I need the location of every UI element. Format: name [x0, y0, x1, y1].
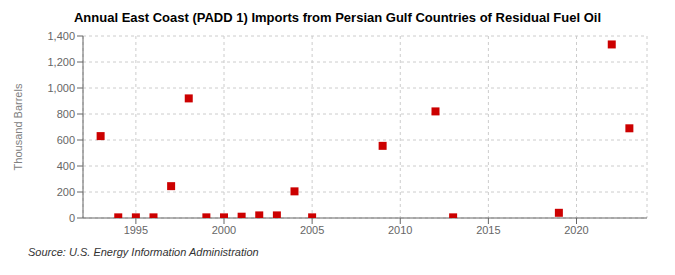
svg-text:2000: 2000 — [212, 224, 236, 236]
svg-text:200: 200 — [57, 186, 75, 198]
svg-text:1,000: 1,000 — [47, 82, 75, 94]
svg-text:1995: 1995 — [124, 224, 148, 236]
svg-text:1,400: 1,400 — [47, 30, 75, 42]
svg-text:600: 600 — [57, 134, 75, 146]
svg-text:400: 400 — [57, 160, 75, 172]
html-text:Source: U.S. Energy Informatio: Source: U.S. Energy Information Administ… — [28, 246, 259, 258]
svg-text:2015: 2015 — [476, 224, 500, 236]
svg-text:2010: 2010 — [388, 224, 412, 236]
svg-text:2020: 2020 — [564, 224, 588, 236]
svg-text:2005: 2005 — [300, 224, 324, 236]
svg-text:Thousand Barrels: Thousand Barrels — [12, 83, 24, 170]
svg-text:0: 0 — [69, 212, 75, 224]
svg-text:1,200: 1,200 — [47, 56, 75, 68]
svg-text:800: 800 — [57, 108, 75, 120]
html-text:Annual East Coast (PADD 1) Imp: Annual East Coast (PADD 1) Imports from … — [74, 10, 601, 25]
